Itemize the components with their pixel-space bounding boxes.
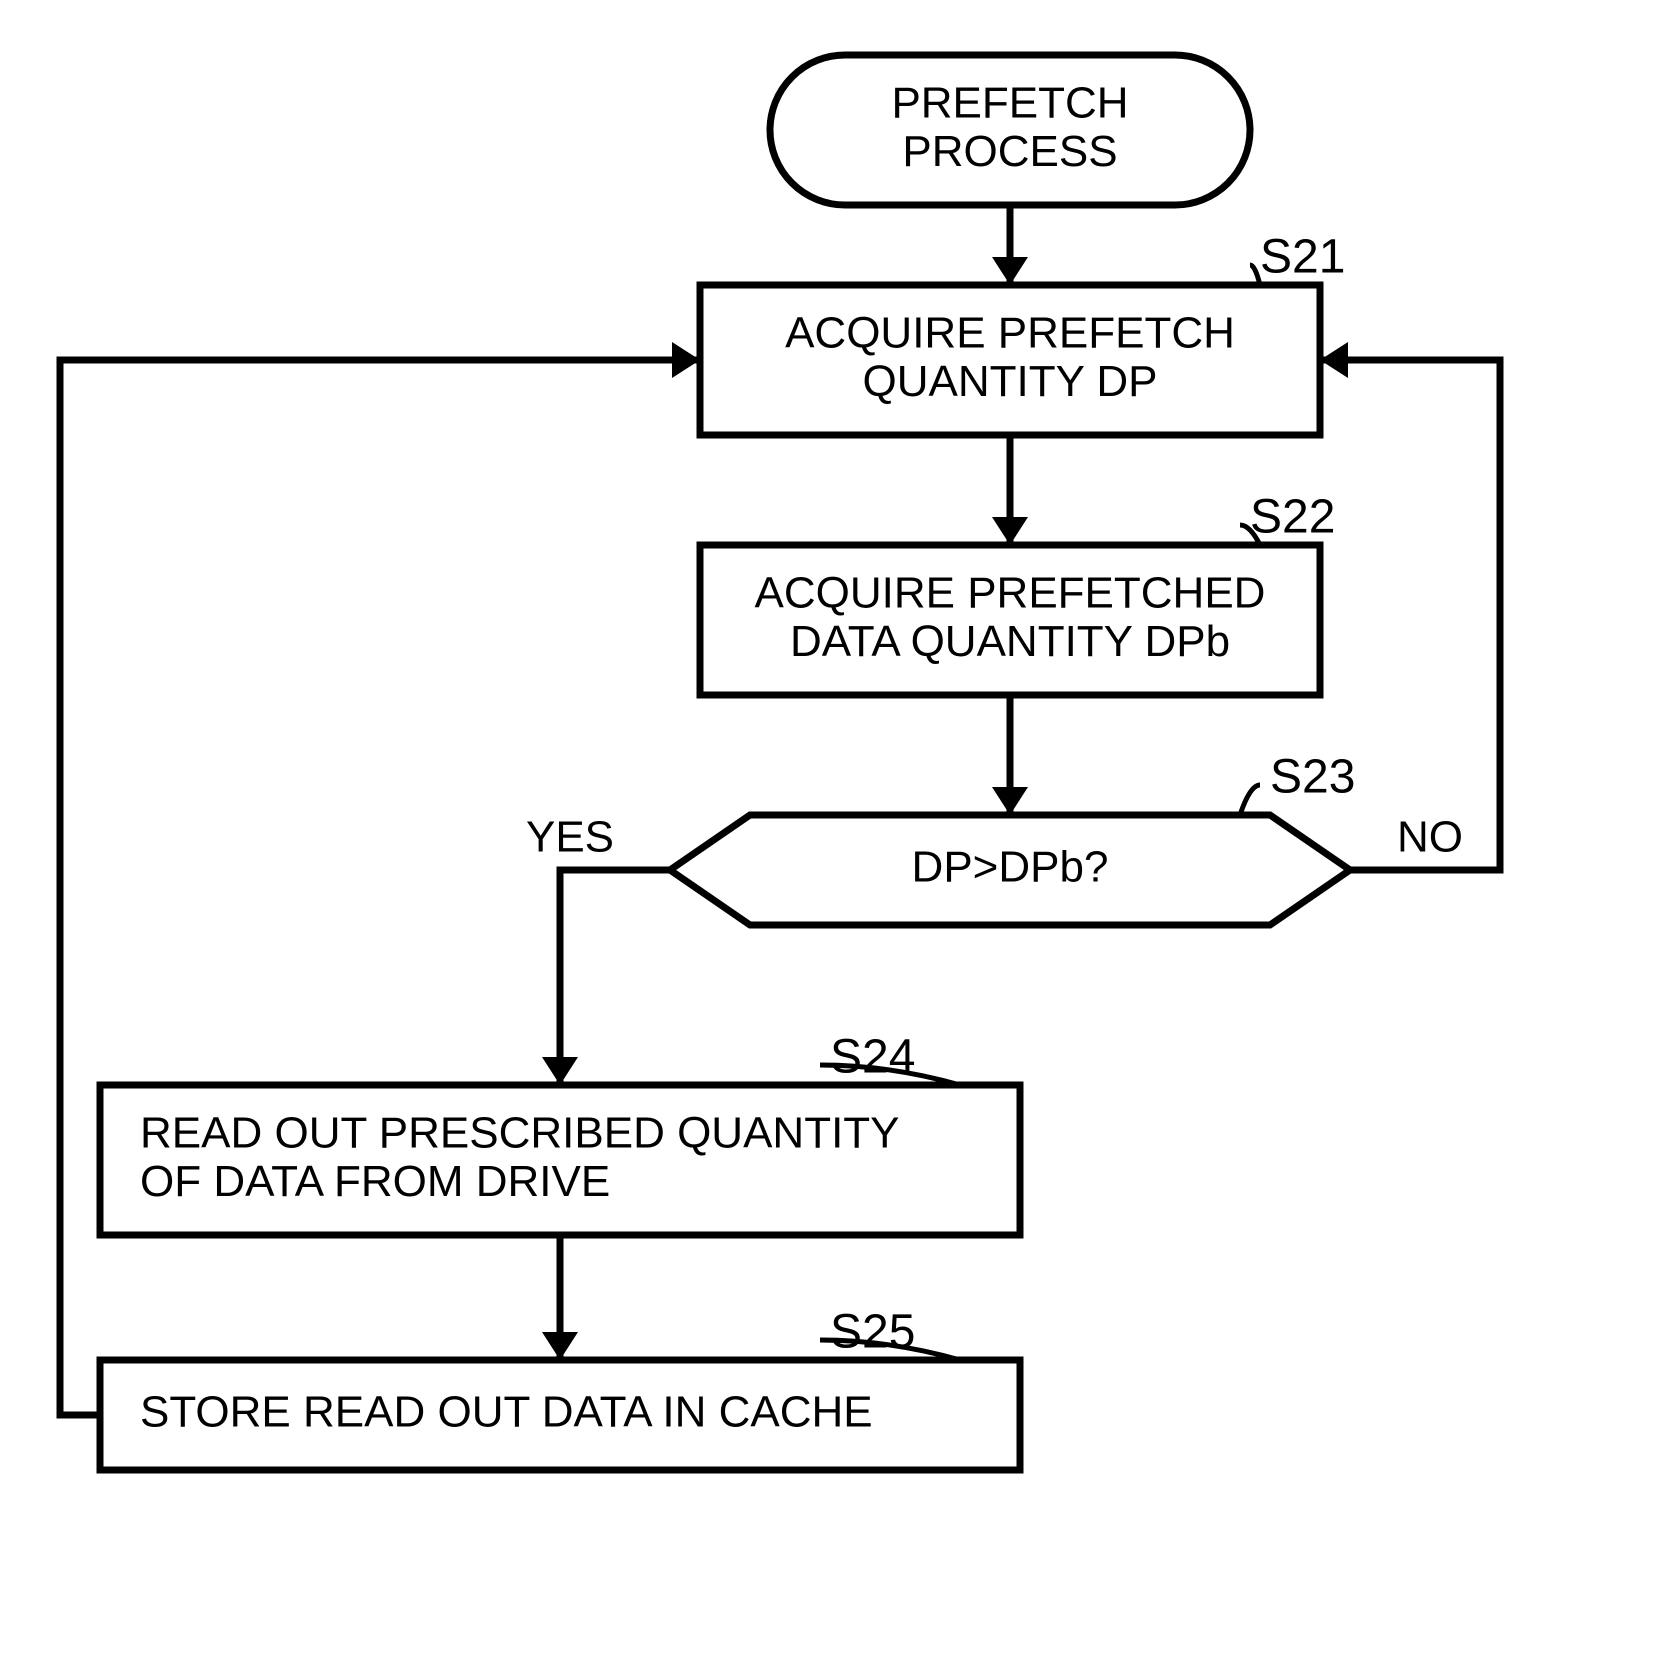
svg-text:PROCESS: PROCESS xyxy=(902,127,1117,176)
svg-text:ACQUIRE PREFETCH: ACQUIRE PREFETCH xyxy=(785,308,1235,357)
svg-text:S24: S24 xyxy=(830,1031,915,1084)
svg-text:S21: S21 xyxy=(1260,231,1345,284)
svg-text:STORE READ OUT DATA IN CACHE: STORE READ OUT DATA IN CACHE xyxy=(140,1388,873,1437)
svg-text:DATA QUANTITY DPb: DATA QUANTITY DPb xyxy=(790,617,1230,666)
svg-text:QUANTITY DP: QUANTITY DP xyxy=(862,357,1157,406)
nodes xyxy=(100,55,1350,1470)
svg-text:YES: YES xyxy=(526,813,614,862)
svg-text:S25: S25 xyxy=(830,1306,915,1359)
svg-text:DP>DPb?: DP>DPb? xyxy=(912,843,1109,892)
svg-text:NO: NO xyxy=(1397,813,1463,862)
svg-text:S23: S23 xyxy=(1270,751,1355,804)
svg-text:OF DATA FROM DRIVE: OF DATA FROM DRIVE xyxy=(140,1157,610,1206)
svg-text:S22: S22 xyxy=(1250,491,1335,544)
svg-text:READ OUT PRESCRIBED QUANTITY: READ OUT PRESCRIBED QUANTITY xyxy=(140,1108,900,1157)
svg-text:PREFETCH: PREFETCH xyxy=(891,78,1128,127)
svg-text:ACQUIRE PREFETCHED: ACQUIRE PREFETCHED xyxy=(755,568,1266,617)
